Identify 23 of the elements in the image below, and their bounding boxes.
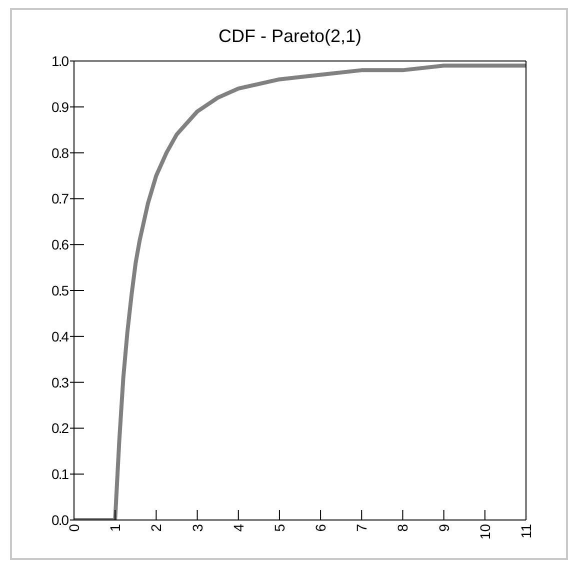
y-tick-label: 0.9: [52, 98, 70, 115]
y-tick-label: 0.4: [52, 328, 70, 344]
x-tick-label: 3: [189, 524, 206, 532]
x-tick-label: 5: [271, 524, 288, 532]
x-tick-label: 4: [230, 524, 246, 532]
y-tick-label: 1.0: [52, 53, 70, 69]
y-tick-label: 0.6: [52, 236, 70, 253]
y-tick-label: 0.5: [52, 282, 70, 298]
x-tick-label: 9: [436, 524, 452, 532]
line-series: [74, 64, 526, 520]
chart-title: CDF - Pareto(2,1): [217, 26, 363, 47]
y-tick-label: 0.7: [52, 190, 70, 207]
y-tick-label: 0.8: [52, 144, 70, 161]
y-tick-label: 0.2: [52, 420, 70, 436]
x-tick-label: 11: [518, 524, 534, 539]
y-tick-label: 0.1: [52, 466, 70, 482]
x-tick-label: 2: [148, 524, 164, 532]
y-tick-label: 0.3: [52, 374, 70, 390]
x-tick-label: 1: [107, 524, 124, 532]
x-tick-label: 6: [312, 524, 329, 532]
x-tick-label: 8: [394, 524, 411, 532]
x-tick-label: 7: [354, 524, 370, 532]
x-tick-label: 10: [476, 524, 493, 540]
